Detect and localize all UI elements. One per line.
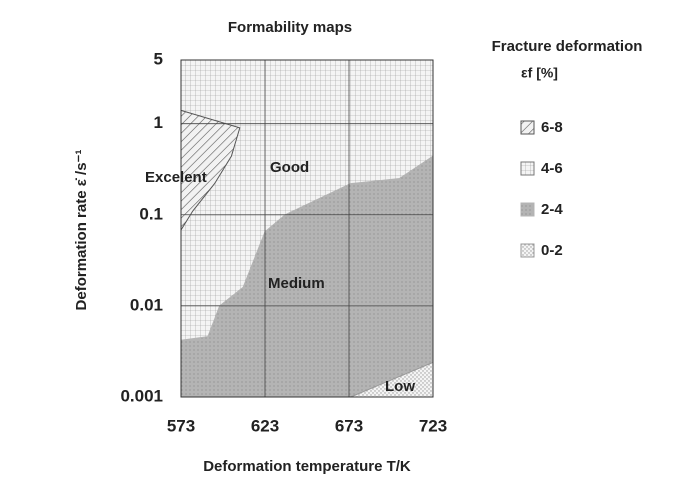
legend-swatch xyxy=(520,161,535,176)
legend-swatch xyxy=(520,120,535,135)
x-tick-label: 673 xyxy=(335,416,363,435)
legend-subtitle: εf [%] xyxy=(521,65,558,81)
legend-swatch xyxy=(520,243,535,258)
legend-swatch xyxy=(520,202,535,217)
y-tick-label: 0.001 xyxy=(120,386,163,405)
plot-frame xyxy=(180,59,434,398)
legend-label: 2-4 xyxy=(541,201,563,218)
legend-title: Fracture deformation xyxy=(492,38,643,55)
y-axis-label: Deformation rate ε̇ /s⁻¹ xyxy=(73,150,90,311)
legend-label: 6-8 xyxy=(541,119,563,136)
x-axis-label: Deformation temperature T/K xyxy=(203,458,411,475)
region-label: Good xyxy=(270,159,309,176)
y-tick-label: 0.1 xyxy=(139,204,163,223)
y-tick-label: 5 xyxy=(154,49,163,68)
chart-title: Formability maps xyxy=(228,19,352,36)
x-tick-label: 723 xyxy=(419,416,447,435)
x-tick-label: 573 xyxy=(167,416,195,435)
y-tick-label: 1 xyxy=(154,113,163,132)
legend-label: 0-2 xyxy=(541,242,563,259)
y-tick-label: 0.01 xyxy=(130,295,163,314)
region-label: Medium xyxy=(268,275,325,292)
legend-label: 4-6 xyxy=(541,160,563,177)
region-label: Excelent xyxy=(145,169,207,186)
x-tick-label: 623 xyxy=(251,416,279,435)
region-label: Low xyxy=(385,378,415,395)
